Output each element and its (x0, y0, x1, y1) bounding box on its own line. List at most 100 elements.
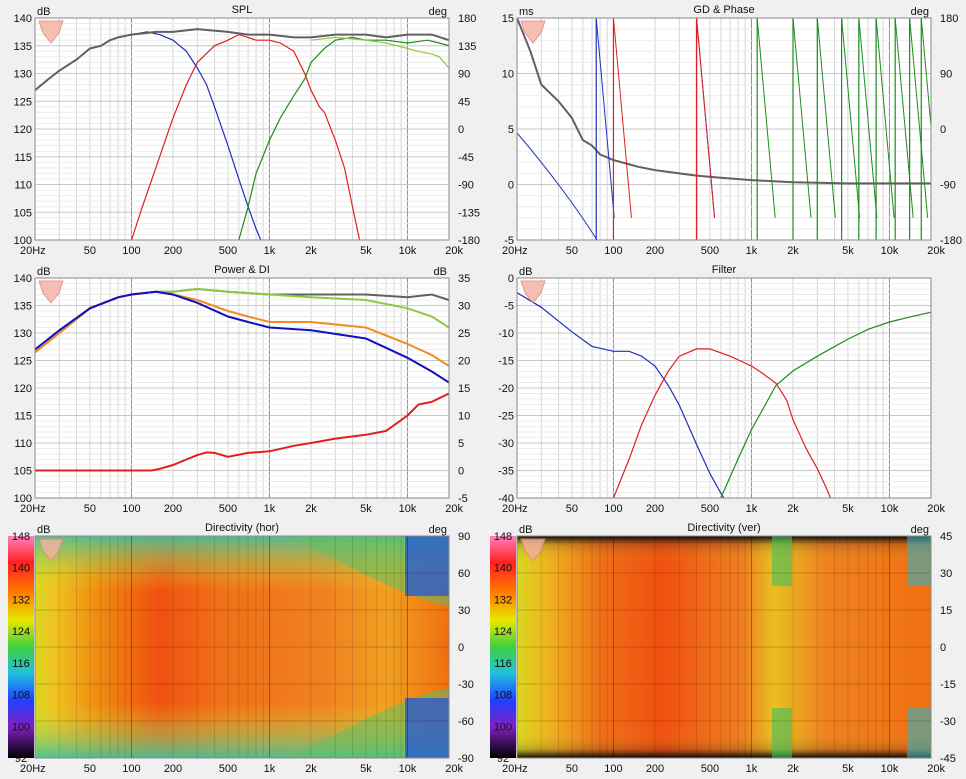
plot-frame (34, 17, 450, 241)
x-tick-label: 200 (646, 245, 664, 257)
series-group (35, 287, 449, 472)
y-tick-label: 15 (502, 13, 514, 25)
x-tick-label: 2k (305, 503, 317, 515)
y-tick-label: 5 (508, 124, 514, 136)
colorbar-label: 140 (12, 563, 30, 575)
x-tick-label: 500 (701, 763, 719, 775)
series-line-0 (517, 292, 725, 498)
plot-frame (34, 277, 450, 499)
y2-tick-label: 30 (940, 568, 952, 580)
series-group (517, 18, 931, 240)
x-tick-label: 500 (219, 763, 237, 775)
x-tick-label: 500 (701, 245, 719, 257)
y-tick-label: 135 (14, 301, 32, 313)
y-tick-label: 140 (14, 273, 32, 285)
y-tick-label: 130 (14, 328, 32, 340)
y-tick-label: 110 (14, 438, 32, 450)
right-unit-label: deg (911, 524, 929, 536)
phase-ramp-4 (756, 18, 776, 218)
plot-frame (516, 535, 932, 759)
colorbar-label: 132 (494, 594, 512, 606)
colorbar-label: 100 (494, 721, 512, 733)
y2-tick-label: -90 (458, 753, 474, 765)
colorbar-label: 148 (494, 531, 512, 543)
x-tick-label: 500 (701, 503, 719, 515)
x-tick-label: 2k (787, 763, 799, 775)
y-tick-label: 10 (502, 69, 514, 81)
y-tick-label: 135 (14, 41, 32, 53)
y-tick-label: -40 (498, 493, 514, 505)
y-tick-label: 100 (14, 493, 32, 505)
y2-tick-label: -60 (458, 716, 474, 728)
right-unit-label: deg (429, 524, 447, 536)
colorbar (490, 536, 516, 758)
grid (516, 277, 932, 499)
x-tick-label: 20k (445, 763, 463, 775)
filter-panel: Filter dB 20Hz 50 100 200 500 1k 2k 5k 10k 20k 0 -5 -1… (498, 264, 945, 515)
y-tick-label: -10 (498, 328, 514, 340)
series-line-3 (35, 28, 449, 91)
x-tick-label: 1k (746, 763, 758, 775)
series-line-3 (35, 290, 449, 384)
x-tick-label: 1k (264, 245, 276, 257)
x-tick-label: 2k (305, 763, 317, 775)
phase-ramp-8 (858, 18, 878, 218)
x-tick-label: 20k (445, 503, 463, 515)
y-tick-label: 110 (14, 180, 32, 192)
y-tick-label: 105 (14, 207, 32, 219)
phase-ramp-1 (612, 18, 632, 218)
y-tick-label: 100 (14, 235, 32, 247)
colorbar-label: 116 (12, 658, 30, 670)
x-tick-label: 100 (604, 503, 622, 515)
y2-tick-label: 30 (458, 301, 470, 313)
colorbar-label: 92 (497, 753, 509, 765)
y2-tick-label: 60 (458, 568, 470, 580)
series-line-1 (612, 348, 832, 498)
y-tick-label: 125 (14, 96, 32, 108)
colorbar-label: 92 (15, 753, 27, 765)
plot-frame (34, 535, 450, 759)
dir-hor-panel: Directivity (hor) dB deg 20Hz 50 100 200 500 1k 2… (8, 522, 474, 775)
x-tick-label: 20k (927, 763, 945, 775)
plot-frame (516, 277, 932, 499)
y-tick-label: -35 (498, 466, 514, 478)
y2-tick-label: 180 (458, 13, 476, 25)
y-tick-label: 105 (14, 466, 32, 478)
y2-tick-label: -45 (940, 753, 956, 765)
logo-icon (520, 538, 546, 562)
x-tick-label: 200 (164, 503, 182, 515)
phase-ramp-9 (875, 18, 895, 218)
series-line-1 (130, 33, 361, 240)
logo-icon (520, 280, 546, 304)
x-tick-label: 100 (122, 763, 140, 775)
y2-tick-label: 90 (458, 69, 470, 81)
x-tick-label: 10k (399, 503, 417, 515)
y2-tick-label: 90 (940, 69, 952, 81)
x-tick-label: 10k (881, 763, 899, 775)
y2-tick-label: 0 (458, 642, 464, 654)
x-tick-label: 1k (264, 763, 276, 775)
y2-tick-label: 45 (940, 531, 952, 543)
series-line-4 (310, 36, 449, 69)
x-tick-label: 5k (842, 763, 854, 775)
y2-tick-label: 0 (458, 466, 464, 478)
colorbar-label: 116 (494, 658, 512, 670)
y-tick-label: 0 (508, 180, 514, 192)
series-line-2 (720, 311, 931, 498)
colorbar-label: 100 (12, 721, 30, 733)
x-tick-label: 5k (842, 503, 854, 515)
x-tick-label: 20Hz (502, 245, 528, 257)
x-tick-label: 20k (445, 245, 463, 257)
colorbar-label: 148 (12, 531, 30, 543)
phase-ramp-11 (909, 18, 929, 218)
logo-icon (38, 538, 64, 562)
x-tick-label: 20Hz (502, 763, 528, 775)
plot-frame (516, 17, 932, 241)
x-tick-label: 5k (360, 503, 372, 515)
x-tick-label: 10k (399, 763, 417, 775)
phase-ramp-12 (920, 18, 931, 132)
x-tick-label: 10k (399, 245, 417, 257)
y-tick-label: 130 (14, 69, 32, 81)
